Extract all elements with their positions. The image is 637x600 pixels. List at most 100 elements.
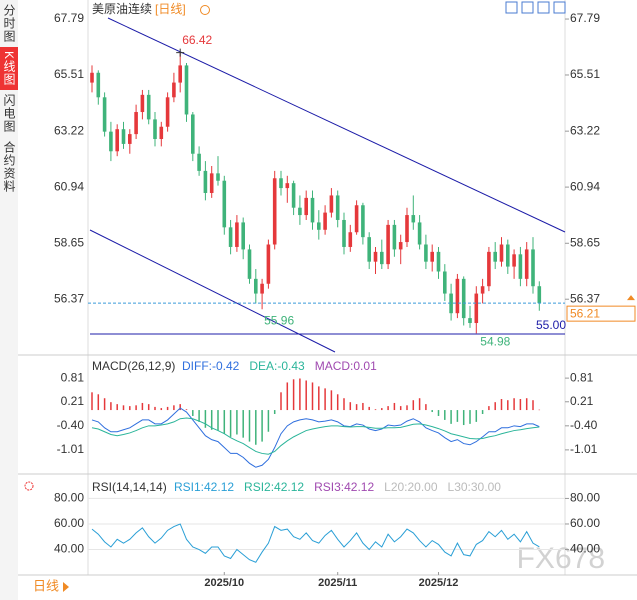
tool-icon[interactable] [505,1,518,14]
candle-body [430,251,434,262]
candle-body [241,222,245,250]
tab[interactable]: 闪电图 [2,94,16,134]
bg [18,0,637,595]
candle-body [354,205,359,233]
macd-bar [494,402,496,411]
series-line [91,523,540,563]
macd-bar [173,405,175,411]
macd-bar [122,405,125,411]
candle-body [134,112,138,135]
y-tick-label: 0.81 [61,370,85,384]
candle-body [361,205,365,238]
legend-entry: DEA:-0.43 [249,359,305,373]
legend-entry: L30:30.00 [448,480,502,494]
candle-body [480,286,485,294]
macd-bar [192,410,194,416]
tool-icon[interactable] [553,1,566,14]
y-tick-label: 0.81 [570,370,594,384]
candle-body [197,153,201,171]
y-tick-label: 56.37 [570,291,600,305]
candle-body [335,195,340,220]
candle-body [279,178,283,189]
tab[interactable]: K线图 [0,47,18,91]
macd-bar [103,398,106,411]
macd-bar [381,408,383,411]
candle-body [254,278,258,294]
tool-icon[interactable] [521,1,534,14]
macd-bar [160,408,163,411]
candle-body [304,197,308,216]
candle-body [506,244,510,267]
candle-body [203,170,208,193]
watermark: FX678 [517,542,605,575]
zoom-icon[interactable] [200,5,210,15]
last-price-box [566,305,636,322]
candle-body [455,278,460,314]
candle-body [209,173,214,193]
settings-icon[interactable] [24,481,34,491]
candle-body [260,283,264,294]
macd-bar [311,382,314,411]
macd-bar [444,410,446,420]
macd-bar [242,410,244,438]
macd-bar [532,400,534,411]
candle-body [178,65,182,83]
y-tick-label: 60.94 [54,179,84,193]
low-label: 54.98 [480,334,510,348]
macd-bar [280,392,282,411]
macd-bar [204,410,207,428]
macd-bar [431,410,433,413]
arrow-icon [63,582,69,592]
macd-bar [399,406,402,411]
macd-bar [110,402,112,411]
y-tick-label: 58.65 [570,235,600,249]
y-tick-label: 80.00 [54,491,84,505]
macd-bar [223,410,226,434]
tool-icon[interactable] [537,1,550,14]
sidebar: 分时图 K线图 闪电图 合约资料 [0,0,18,600]
macd-bar [129,406,131,411]
macd-bar [507,400,509,411]
series-line [91,417,540,455]
legend-entry: RSI1:42.12 [174,480,234,494]
last-price: 56.21 [570,306,600,320]
candle-body [140,94,145,113]
y-tick-label: 65.51 [54,67,84,81]
tab[interactable]: 合约资料 [2,141,16,194]
candle-body [128,134,132,144]
y-tick-label: 65.51 [570,67,600,81]
macd-bar [538,409,541,411]
macd-bar [185,409,188,411]
candle-body [499,244,504,262]
panel-title: RSI(14,14,14) [92,480,167,494]
y-tick-label: 40.00 [54,542,84,556]
macd-bar [97,394,100,411]
trend-line [89,229,336,353]
candle-body [512,254,516,267]
macd-bar [500,399,503,411]
candle-body [461,278,466,319]
candle-body [323,212,327,230]
candle-body [537,286,542,304]
macd-bar [255,410,257,445]
tab[interactable]: 分时图 [2,4,16,43]
candle-body [342,219,346,247]
macd-bar [330,390,333,411]
macd-bar [166,406,169,411]
macd-bar [450,410,452,424]
macd-bar [154,406,156,411]
y-tick-label: 56.37 [54,291,84,305]
macd-bar [305,380,307,411]
macd-bar [299,378,301,411]
macd-bar [248,410,251,442]
candle-body [165,97,170,127]
macd-bar [525,398,528,411]
candle-body [487,251,491,287]
candle-body [443,271,447,294]
panel-title: MACD(26,12,9) [92,359,175,373]
y-tick-label: 63.22 [570,123,600,137]
candle-body [159,126,164,140]
period-button[interactable]: 日线 [33,578,59,593]
y-tick-label: 60.00 [54,516,84,530]
legend-entry: L20:20.00 [384,480,438,494]
